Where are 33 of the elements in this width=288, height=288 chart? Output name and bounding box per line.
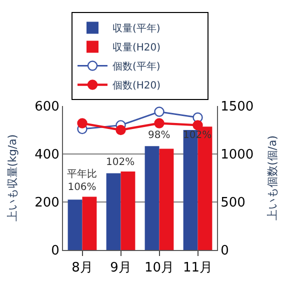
point	[77, 118, 88, 128]
x-tick-label: 11月	[182, 260, 213, 276]
bar	[68, 200, 82, 250]
y-tick-label: 200	[34, 196, 60, 211]
y2-tick-label: 500	[220, 196, 246, 211]
y-tick-label: 600	[34, 100, 60, 115]
y-tick-label: 400	[34, 148, 60, 163]
legend-label: 収量(H20)	[112, 42, 161, 54]
legend-label: 個数(平年)	[112, 60, 160, 73]
bar	[159, 148, 174, 250]
x-tick-label: 10月	[144, 260, 174, 276]
annotation: 平年比 106%	[67, 168, 97, 193]
point	[154, 118, 164, 128]
x-tick-label: 8月	[72, 260, 93, 276]
y-axis-title: 上いも収量(kg/a)	[6, 134, 20, 222]
bar	[82, 196, 97, 250]
bar	[144, 146, 160, 250]
point	[154, 106, 164, 117]
y2-tick-label: 1500	[220, 100, 254, 115]
y-tick-label: 0	[51, 244, 60, 259]
annotation: 102%	[183, 130, 212, 141]
point	[192, 120, 203, 130]
y2-tick-label: 1000	[220, 148, 254, 163]
point	[116, 124, 126, 136]
annotation: 102%	[106, 157, 135, 168]
bar	[106, 173, 121, 250]
legend-label: 個数(H20)	[112, 80, 161, 92]
annotation: 98%	[148, 130, 170, 141]
legend-label: 収量(平年)	[112, 22, 160, 35]
bar	[120, 172, 136, 250]
y2-axis-title: 上いも個数(個/a)	[266, 135, 279, 221]
y2-tick-label: 0	[220, 244, 229, 259]
x-tick-label: 9月	[110, 260, 132, 276]
